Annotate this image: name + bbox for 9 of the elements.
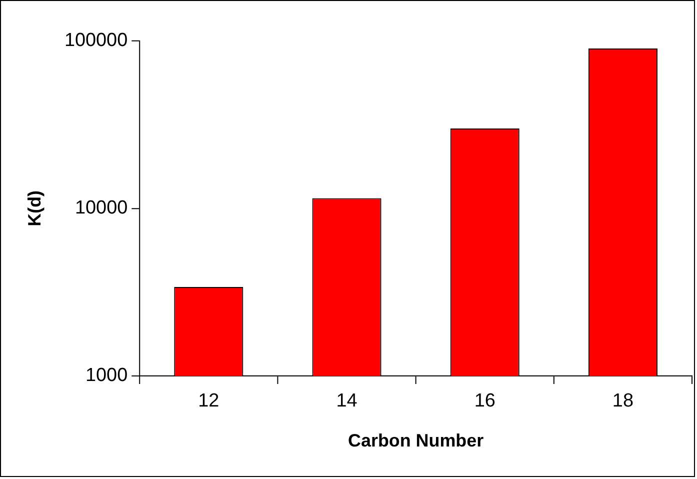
x-tick-label: 14 (336, 390, 358, 412)
y-tick-label: 10000 (74, 198, 128, 219)
y-tick-label: 1000 (86, 365, 128, 386)
x-tick-label: 18 (612, 390, 634, 412)
x-axis-title: Carbon Number (348, 430, 484, 450)
x-tick-label: 12 (198, 390, 220, 412)
y-tick-label: 100000 (64, 30, 128, 52)
x-tick-label: 16 (474, 390, 496, 412)
y-axis-title: K(d) (24, 190, 45, 226)
